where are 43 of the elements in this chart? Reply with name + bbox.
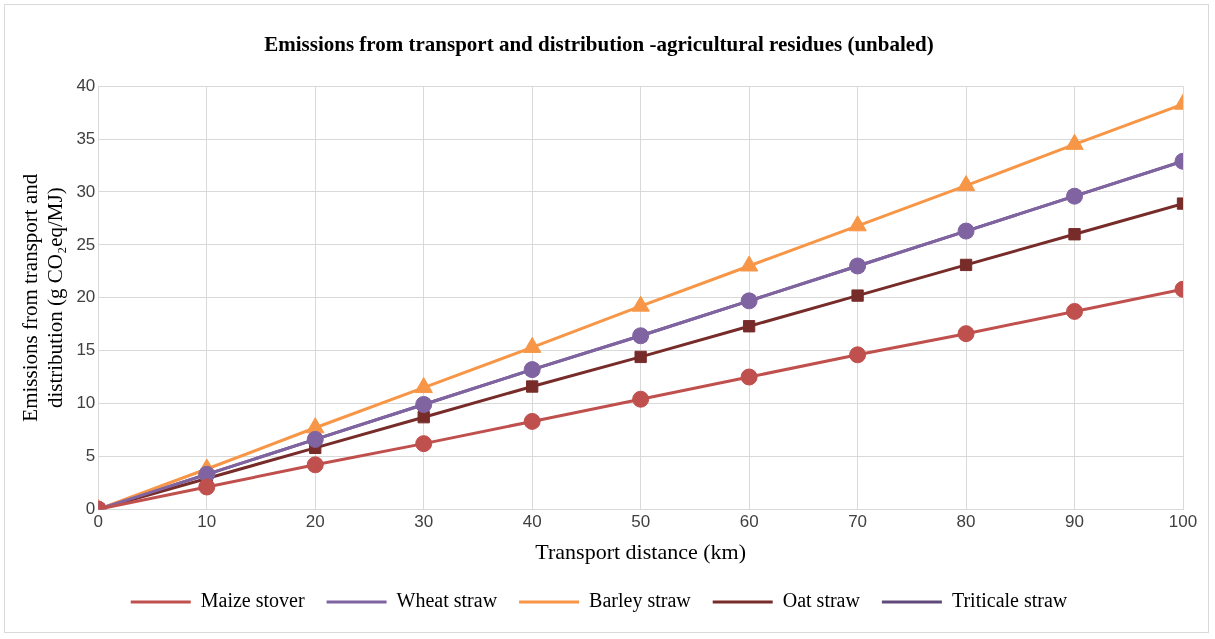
point [415,435,433,453]
x-axis-title: Transport distance (km) [535,538,746,564]
x-tick-label: 100 [1168,512,1198,532]
y-tick-label: 5 [85,446,96,466]
y-tick-label: 10 [76,393,96,413]
legend-label: Oat straw [782,589,861,612]
x-tick-label: 30 [414,512,434,532]
point [523,412,541,430]
y-tick-label: 40 [76,75,96,95]
point [306,456,324,474]
legend-label: Triticale straw [951,589,1068,612]
point [959,258,973,272]
point [632,390,650,408]
x-tick-label: 40 [522,512,542,532]
point [956,175,976,192]
y-tick-label: 30 [76,181,96,201]
point [742,320,756,333]
point [634,350,647,364]
point [740,368,758,386]
x-tick-label: 70 [848,512,868,532]
point [526,380,539,393]
x-tick-label: 50 [631,512,651,532]
y-tick-label: 15 [76,340,96,360]
y-tick-label: 20 [76,287,96,307]
x-tick-label: 20 [305,512,325,532]
point [851,289,864,302]
y-tick-label: 25 [76,234,96,254]
legend-label: Wheat straw [396,589,498,612]
x-tick-label: 10 [197,512,217,532]
x-tick-label: 90 [1065,512,1084,532]
chart-title: Emissions from transport and distribution -agricultural residues (unbaled) [264,32,934,57]
y-axis-title: Emissions from transport and distribution (g CO₂eq/MJ) [18,173,68,422]
point [198,478,216,496]
point [1068,228,1081,241]
x-tick-label: 60 [739,512,759,532]
legend-label: Barley straw [589,589,692,613]
legend-label: Maize stover [200,589,305,612]
y-tick-label: 35 [76,128,96,148]
point [1066,302,1084,320]
point [957,325,975,343]
point [417,411,430,424]
point [849,346,867,364]
x-tick-label: 80 [956,512,976,532]
